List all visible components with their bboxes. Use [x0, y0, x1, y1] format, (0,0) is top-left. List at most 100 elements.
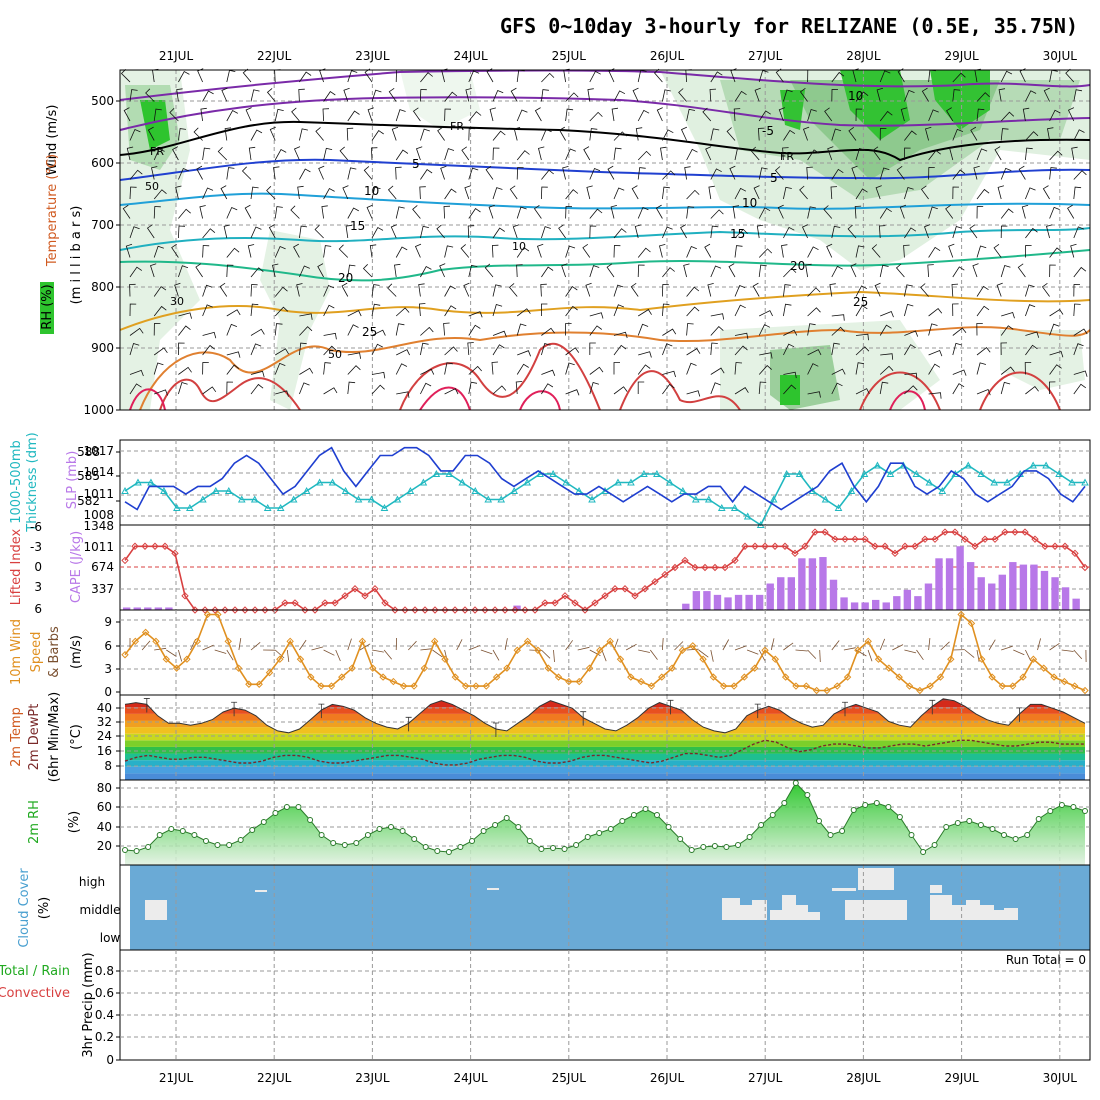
- wind-barb: [468, 128, 476, 141]
- wind-speed-point: [276, 655, 284, 663]
- wind-barb: [589, 342, 596, 355]
- wind-barb: [129, 128, 141, 141]
- cape-bar: [1019, 564, 1028, 610]
- lifted-index-point: [411, 606, 419, 614]
- wind-speed-point: [1060, 677, 1069, 686]
- wind-barb: [879, 110, 893, 122]
- wind-barb: [976, 362, 987, 375]
- wind-barb: [395, 307, 410, 317]
- wind-barb: [516, 363, 529, 375]
- wind-barb: [976, 245, 987, 258]
- wind-barb: [928, 167, 935, 180]
- wind-barb: [391, 126, 399, 141]
- wind-barb: [662, 129, 674, 141]
- wind-barb: [197, 68, 204, 83]
- wind-barbs: [120, 68, 1088, 399]
- lifted-index-point: [921, 535, 929, 543]
- wind-barb: [468, 264, 478, 278]
- lifted-index-point: [791, 549, 799, 558]
- lifted-index-point: [221, 606, 229, 614]
- temp-band: [125, 773, 1085, 780]
- wind-barb: [1049, 642, 1060, 651]
- wind-barb: [758, 248, 773, 258]
- wind-barb: [783, 129, 796, 141]
- wind-barb: [371, 284, 380, 297]
- wind-barb: [976, 108, 985, 122]
- wind-barb: [129, 369, 144, 377]
- wind-barb: [799, 185, 808, 200]
- thickness-point: [134, 478, 142, 486]
- wind-barb: [226, 323, 238, 336]
- minmax-marker: [405, 716, 412, 732]
- rh-point: [665, 824, 672, 830]
- cape-bar: [154, 607, 163, 610]
- tick-label: 6: [34, 602, 42, 616]
- wind-barb: [1073, 343, 1084, 356]
- rh-point: [816, 818, 822, 824]
- wind-barb: [710, 367, 725, 375]
- thickness-point: [315, 478, 324, 486]
- rh-point: [1070, 804, 1077, 810]
- cape-bar: [1009, 562, 1017, 610]
- rh-point: [977, 822, 984, 828]
- date-label: 27JUL: [748, 1071, 783, 1085]
- wind-barb: [997, 185, 1005, 200]
- wind-barb: [606, 263, 615, 278]
- contour-label: 10: [848, 89, 863, 103]
- wind-barb: [299, 168, 311, 180]
- wind-barb: [178, 366, 192, 375]
- rh-point: [966, 818, 973, 824]
- cape-bar: [1061, 587, 1070, 610]
- minmax-marker: [667, 699, 674, 715]
- thickness-point: [432, 469, 441, 477]
- wind-barb: [420, 169, 433, 180]
- wind-barb: [541, 128, 552, 141]
- date-label: 26JUL: [650, 1071, 685, 1085]
- wind-barb: [323, 187, 335, 200]
- wind-speed-point: [410, 682, 418, 690]
- lifted-index-point: [181, 592, 189, 600]
- wind-barb: [807, 349, 822, 356]
- wind-barb: [708, 185, 715, 200]
- date-label: 22JUL: [257, 1071, 292, 1085]
- wind-barb: [339, 146, 349, 161]
- rh-series: [122, 780, 1088, 865]
- wind-barb: [347, 352, 361, 359]
- lifted-index-point: [641, 585, 649, 593]
- wind-barb: [266, 186, 276, 200]
- wind-speed-point: [141, 628, 150, 637]
- rh-point: [700, 844, 707, 850]
- wind-barb: [613, 245, 621, 258]
- wind-barb: [904, 227, 917, 239]
- lifted-index-point: [171, 549, 179, 558]
- wind-barb: [323, 649, 335, 656]
- wind-barb: [538, 146, 545, 161]
- wind-barb: [801, 224, 809, 239]
- wind-barb: [275, 390, 289, 397]
- wind-barb: [1073, 649, 1083, 660]
- cape-bar: [829, 579, 838, 610]
- cloud-block: [952, 905, 966, 920]
- wind-barb: [976, 206, 984, 219]
- wind-barb: [456, 639, 463, 651]
- cape-bar: [1040, 570, 1049, 610]
- rh-point: [896, 814, 903, 820]
- rh-point: [642, 806, 649, 812]
- wind-barb: [952, 303, 959, 317]
- wind-barb: [952, 89, 961, 102]
- thickness-point: [380, 503, 389, 511]
- cloud-block: [930, 895, 952, 920]
- lifted-index-point: [851, 535, 859, 543]
- wind-barb: [166, 649, 177, 657]
- wind-barb: [1049, 206, 1060, 219]
- wind-speed-point: [296, 655, 305, 663]
- wind-speed-point: [616, 655, 625, 663]
- wind-barb: [274, 286, 288, 297]
- wind-barb: [509, 185, 518, 200]
- thickness-point: [186, 503, 194, 511]
- wind-speed-line: [124, 613, 1086, 692]
- wind-barb: [610, 205, 618, 219]
- wind-speed-point: [668, 664, 676, 672]
- wind-grid: [120, 610, 1090, 695]
- tick-label: 1014: [83, 465, 114, 479]
